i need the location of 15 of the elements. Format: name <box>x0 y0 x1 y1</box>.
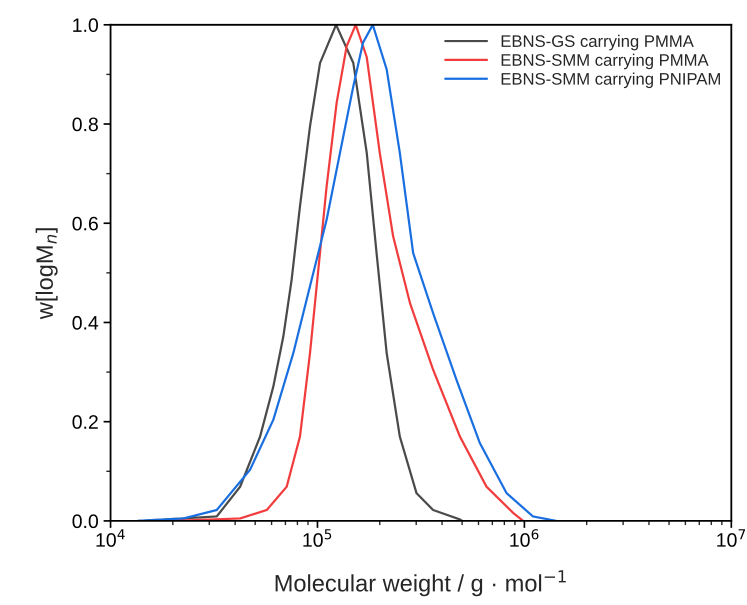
x-tick-label: 10$^{7}$ <box>717 529 746 547</box>
x-tick-label: 10$^{5}$ <box>303 529 332 547</box>
y-tick-label: 0.8 <box>72 117 98 132</box>
legend-label: EBNS-SMM carrying PMMA <box>502 54 709 70</box>
x-tick-label: 10$^{4}$ <box>96 529 125 547</box>
y-tick-label: 0.2 <box>72 415 98 429</box>
y-axis-title: w[logM$_{n}$] <box>36 228 58 320</box>
y-tick-label: 0.0 <box>72 514 98 528</box>
x-tick-label: 10$^{6}$ <box>510 529 538 547</box>
legend-label: EBNS-GS carrying PMMA <box>502 34 694 50</box>
legend-label: EBNS-SMM carrying PNIPAM <box>502 72 720 88</box>
x-axis-title: Molecular weight / g · mol$^{−1}$ <box>276 570 566 596</box>
y-tick-label: 0.4 <box>72 316 98 330</box>
y-tick-label: 0.6 <box>72 216 98 230</box>
y-tick-label: 1.0 <box>73 18 98 32</box>
